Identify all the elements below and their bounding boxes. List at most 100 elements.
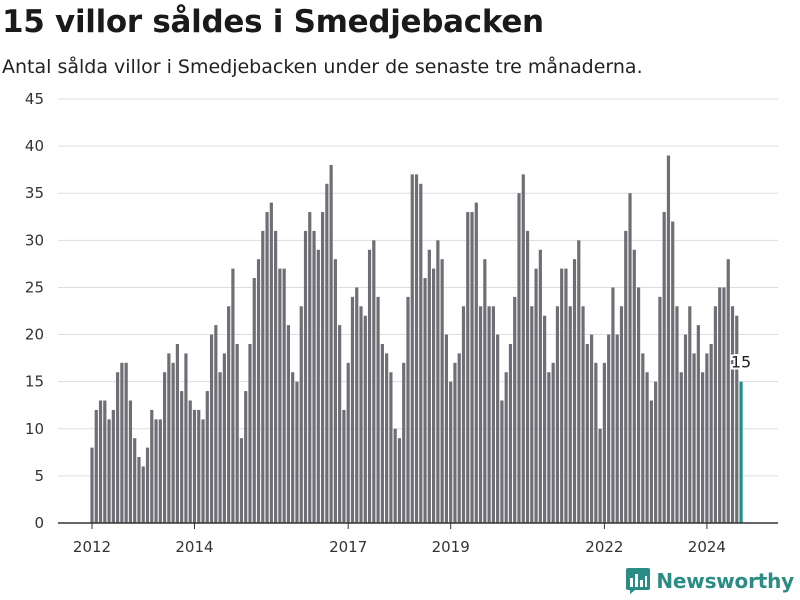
bar [180,391,184,523]
bar [192,409,197,523]
bar [679,372,683,523]
bar [457,353,461,523]
bar [150,409,154,523]
y-tick-label: 30 [25,231,44,249]
bar [713,306,718,523]
bar [188,400,192,523]
bar [521,174,525,523]
bar [265,212,269,523]
bar [496,334,500,523]
bar [94,409,98,523]
bar [342,409,346,523]
bar [461,306,466,523]
bar [543,315,547,523]
bar [291,372,295,523]
bar [534,268,538,523]
y-tick-label: 20 [25,326,44,344]
bar [517,193,521,523]
bar [419,183,423,524]
bar [171,362,175,523]
bar [577,240,581,523]
bar [581,306,585,523]
y-tick-label: 0 [34,514,44,532]
bar [705,353,709,523]
y-tick-label: 40 [25,137,44,155]
bar [393,428,397,523]
bar [209,334,214,523]
bar [547,372,551,523]
bar [278,268,282,523]
bar [385,353,389,523]
bar [423,278,427,523]
bar [598,428,602,523]
bar [248,343,252,523]
bar [316,249,320,523]
bar [551,362,555,523]
bar [98,400,103,523]
bar [671,221,675,524]
bar [564,268,568,523]
bar [116,372,120,523]
bar [602,362,606,523]
bar [701,372,705,523]
bar-highlight [739,381,743,523]
bar [513,296,517,523]
bar [453,362,457,523]
bar-chart-logo-icon [626,568,651,594]
y-tick-label: 45 [25,90,44,108]
brand-name: Newsworthy [656,569,794,593]
bar [487,306,491,523]
bar [124,362,128,523]
bar [440,259,444,523]
bar [683,334,688,523]
bar [372,240,376,523]
bar [538,249,542,523]
y-tick-label: 15 [25,373,44,391]
bar [449,381,453,523]
bar [162,372,167,523]
x-tick-label: 2012 [73,538,111,556]
x-tick-label: 2024 [688,538,726,556]
bar [474,202,478,523]
bar [239,438,244,523]
bar [303,230,308,523]
bar [376,296,380,523]
data-label: 15 [731,353,751,372]
bar [410,174,414,523]
bar [141,466,145,523]
bar [107,419,111,523]
bar [692,353,696,523]
bar [654,381,658,523]
bar [508,343,513,523]
bar [295,381,299,523]
bar [133,438,137,523]
bar [397,438,402,523]
bar [478,306,483,523]
bar [363,315,367,523]
bar [355,287,359,523]
bar [325,183,329,524]
bar [688,306,692,523]
bar [483,259,487,523]
bar [406,296,410,523]
bar [222,353,226,523]
bar [103,400,107,523]
bar [560,268,564,523]
bar [308,212,312,523]
x-tick-label: 2019 [432,538,470,556]
bar [111,409,115,523]
bar [145,447,150,523]
bar [201,419,205,523]
bar [338,325,342,523]
bar [128,400,133,523]
bar [735,315,739,523]
bar [632,249,636,523]
bar [120,362,124,523]
bar [658,296,662,523]
bar [282,268,286,523]
brand-logo[interactable]: Newsworthy [626,568,794,594]
bar [359,306,363,523]
bar [649,400,653,523]
bar [466,212,470,523]
bar [320,212,325,523]
